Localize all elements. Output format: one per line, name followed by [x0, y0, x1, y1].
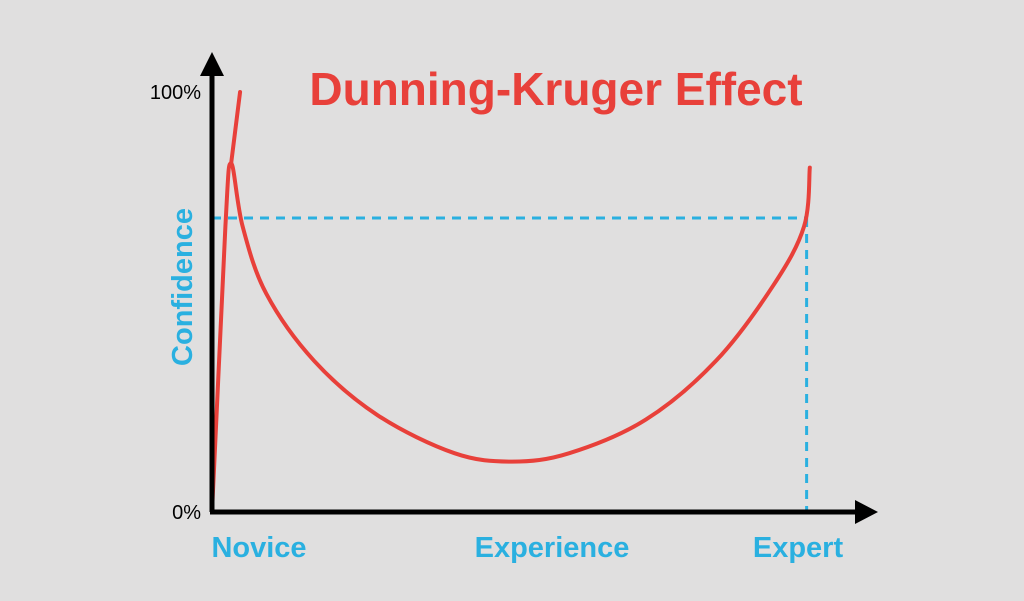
x-tick-label-expert: Expert	[753, 532, 844, 564]
y-axis-arrow-icon	[200, 52, 224, 76]
x-axis-label: Experience	[475, 532, 630, 564]
y-axis-label: Confidence	[167, 208, 199, 366]
series-line-1	[229, 90, 243, 166]
x-tick-label-novice: Novice	[211, 532, 306, 564]
y-tick-label-max: 100%	[150, 82, 201, 104]
y-tick-label-min: 0%	[172, 502, 201, 524]
series-line-0	[210, 161, 812, 514]
x-axis-arrow-icon	[855, 500, 878, 524]
chart-title: Dunning-Kruger Effect	[309, 63, 802, 115]
